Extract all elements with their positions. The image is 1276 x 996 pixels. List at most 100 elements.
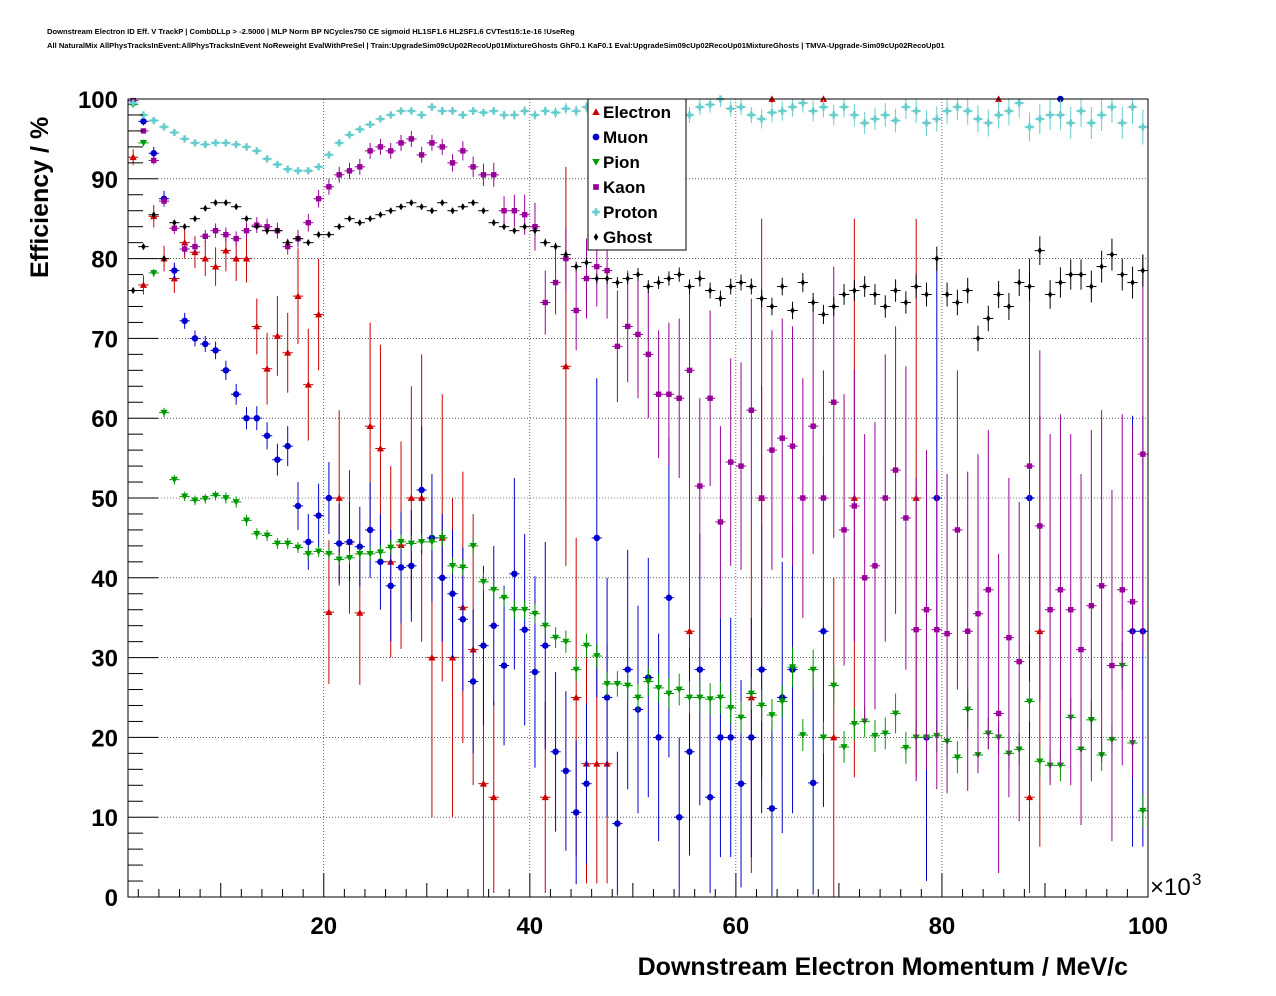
data-point-kaon: [1003, 478, 1015, 798]
data-point-ghost: [746, 278, 757, 295]
data-point-proton: [993, 101, 1004, 129]
legend-entry-pion: Pion: [592, 153, 640, 172]
data-point-proton: [241, 143, 252, 151]
data-point-ghost: [1055, 267, 1066, 298]
data-point-ghost: [1096, 250, 1107, 283]
legend: Electron Muon Pion Kaon Proton Ghost: [587, 98, 687, 251]
data-point-ghost: [663, 271, 675, 286]
data-point-proton: [859, 111, 870, 135]
data-point-ghost: [622, 272, 633, 285]
data-point-ghost: [560, 250, 572, 259]
y-tick-label: 70: [91, 326, 118, 353]
data-point-ghost: [251, 223, 262, 231]
legend-entry-muon: Muon: [592, 128, 648, 147]
data-point-proton: [571, 105, 582, 117]
data-point-proton: [1117, 106, 1128, 139]
data-point-ghost: [550, 242, 561, 251]
data-point-kaon: [488, 162, 499, 187]
data-point-ghost: [344, 215, 355, 223]
data-point-kaon: [571, 270, 582, 351]
data-point-muon: [694, 533, 705, 806]
data-point-proton: [869, 107, 881, 131]
data-point-pion: [808, 649, 819, 690]
data-point-ghost: [169, 219, 180, 227]
data-point-kaon: [426, 134, 438, 151]
legend-label-kaon: Kaon: [603, 178, 646, 197]
data-point-pion: [787, 647, 798, 688]
data-point-pion: [1024, 681, 1035, 722]
data-point-pion: [704, 683, 716, 716]
data-point-pion: [560, 630, 572, 653]
data-point-kaon: [725, 358, 736, 566]
data-point-ghost: [261, 227, 273, 235]
data-point-kaon: [179, 242, 190, 256]
data-point-pion: [880, 717, 891, 750]
data-point-ghost: [704, 282, 716, 299]
data-point-muon: [684, 648, 695, 856]
data-point-kaon: [478, 163, 489, 186]
data-point-kaon: [1096, 410, 1107, 762]
data-point-pion: [591, 644, 602, 668]
data-point-ghost: [241, 215, 252, 223]
legend-label-pion: Pion: [603, 153, 640, 172]
data-point-muon: [251, 406, 262, 431]
data-point-kaon: [766, 330, 778, 570]
data-point-muon: [601, 577, 613, 818]
data-point-kaon: [797, 378, 808, 618]
data-point-proton: [704, 99, 716, 113]
data-point-ghost: [488, 219, 499, 227]
data-point-kaon: [859, 434, 870, 722]
data-point-pion: [890, 693, 901, 734]
data-point-ghost: [426, 207, 438, 215]
data-point-electron: [323, 540, 335, 684]
data-point-ghost: [282, 239, 293, 247]
data-point-pion: [818, 721, 829, 754]
data-point-proton: [447, 106, 458, 115]
data-point-ghost: [581, 257, 592, 268]
data-point-pion: [158, 407, 170, 418]
data-point-kaon: [983, 430, 994, 750]
data-point-kaon: [1014, 501, 1025, 822]
data-point-pion: [292, 541, 304, 554]
data-point-kaon: [911, 478, 922, 782]
data-point-kaon: [158, 196, 170, 206]
data-point-proton: [395, 107, 407, 115]
data-point-pion: [684, 681, 695, 714]
data-point-kaon: [787, 326, 798, 566]
data-point-proton: [334, 139, 345, 147]
data-point-pion: [869, 719, 881, 752]
data-point-kaon: [612, 290, 623, 403]
data-point-proton: [952, 99, 963, 120]
data-point-ghost: [231, 203, 242, 211]
data-point-pion: [385, 540, 396, 555]
data-point-pion: [334, 553, 345, 566]
data-point-kaon: [838, 394, 850, 666]
data-point-proton: [323, 151, 335, 159]
data-point-muon: [704, 701, 716, 894]
data-point-proton: [694, 99, 705, 115]
data-point-kaon: [818, 370, 829, 626]
data-point-kaon: [1055, 414, 1066, 766]
data-point-proton: [488, 106, 499, 115]
y-tick-label: 10: [91, 805, 118, 832]
data-point-kaon: [1106, 490, 1118, 842]
data-point-ghost: [756, 289, 767, 308]
data-point-pion: [571, 658, 582, 681]
data-point-muon: [323, 462, 335, 534]
data-point-pion: [735, 701, 747, 734]
data-point-ghost: [952, 289, 963, 316]
data-point-kaon: [735, 362, 747, 570]
data-point-pion: [478, 573, 489, 591]
data-point-muon: [334, 503, 345, 584]
data-point-muon: [674, 737, 685, 897]
data-point-proton: [1065, 106, 1076, 139]
data-point-kaon: [1086, 430, 1097, 782]
y-tick-label: 60: [91, 406, 118, 433]
data-point-muon: [468, 609, 479, 754]
data-point-pion: [313, 545, 324, 558]
data-point-pion: [468, 537, 479, 554]
data-point-proton: [231, 140, 242, 149]
data-point-proton: [158, 123, 170, 131]
data-point-proton: [509, 110, 520, 120]
data-point-pion: [828, 665, 839, 706]
